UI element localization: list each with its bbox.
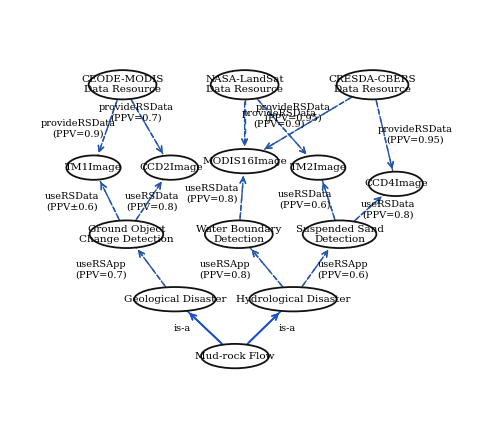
Text: provideRSData
(PPV=0.7): provideRSData (PPV=0.7) [98,103,174,122]
Ellipse shape [205,220,272,248]
Text: Suspended Sand
Detection: Suspended Sand Detection [296,225,384,244]
Text: useRSData
(PPV=0.8): useRSData (PPV=0.8) [361,200,415,219]
Text: useRSData
(PPV±0.6): useRSData (PPV±0.6) [45,192,100,211]
Text: is-a: is-a [174,324,191,333]
Text: CRESDA-CBERS
Data Resource: CRESDA-CBERS Data Resource [328,75,416,95]
Ellipse shape [144,155,198,180]
Text: Geological Disaster: Geological Disaster [124,295,226,304]
Text: Hydrological Disaster: Hydrological Disaster [236,295,350,304]
Text: MODIS16Image: MODIS16Image [202,157,287,165]
Ellipse shape [134,287,216,311]
Text: CEODE-MODIS
Data Resource: CEODE-MODIS Data Resource [82,75,164,95]
Text: useRSData
(PPV=0.6): useRSData (PPV=0.6) [278,190,332,210]
Text: useRSApp
(PPV=0.8): useRSApp (PPV=0.8) [200,260,251,280]
Text: provideRSData
(PPV=0.9): provideRSData (PPV=0.9) [242,109,317,129]
Ellipse shape [210,70,278,99]
Text: TM2Image: TM2Image [290,163,347,172]
Ellipse shape [66,155,120,180]
Text: TM1Image: TM1Image [65,163,122,172]
Text: Ground Object
Change Detection: Ground Object Change Detection [79,225,174,244]
Ellipse shape [368,172,423,196]
Text: useRSData
(PPV=0.8): useRSData (PPV=0.8) [184,184,239,203]
Text: Mud-rock Flow: Mud-rock Flow [195,352,274,360]
Ellipse shape [88,70,156,99]
Ellipse shape [250,287,336,311]
Ellipse shape [336,70,408,99]
Text: useRSApp
(PPV=0.6): useRSApp (PPV=0.6) [318,260,369,280]
Text: provideRSData
(PPV=0.9): provideRSData (PPV=0.9) [40,119,116,138]
Text: CCD4Image: CCD4Image [364,179,428,188]
Text: provideRSData
(PPV=0.95): provideRSData (PPV=0.95) [256,103,330,122]
Text: CCD2Image: CCD2Image [139,163,203,172]
Text: useRSData
(PPV=0.8): useRSData (PPV=0.8) [124,192,179,211]
Ellipse shape [303,220,376,248]
Text: Water Boundary
Detection: Water Boundary Detection [196,225,282,244]
Text: provideRSData
(PPV=0.95): provideRSData (PPV=0.95) [378,125,452,145]
Ellipse shape [90,220,163,248]
Ellipse shape [210,149,278,173]
Text: is-a: is-a [278,324,296,333]
Ellipse shape [291,155,346,180]
Text: useRSApp
(PPV=0.7): useRSApp (PPV=0.7) [76,260,127,280]
Ellipse shape [201,344,269,368]
Text: NASA-LandSat
Data Resource: NASA-LandSat Data Resource [206,75,284,95]
